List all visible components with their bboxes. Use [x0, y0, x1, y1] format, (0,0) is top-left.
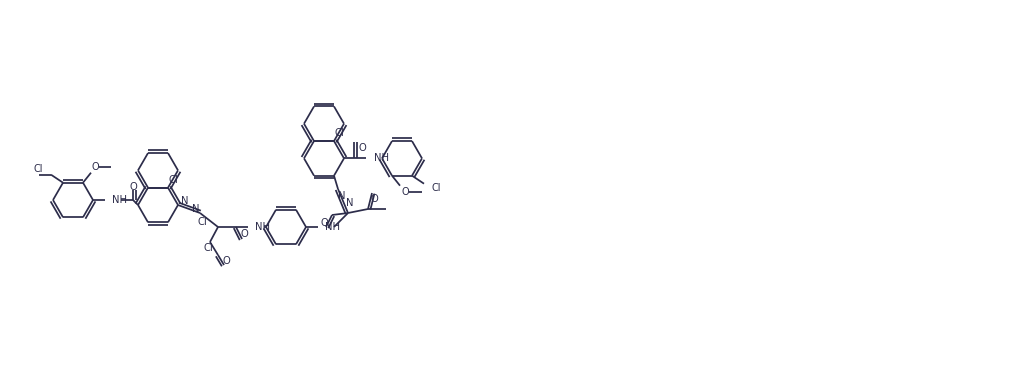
- Text: Cl: Cl: [198, 217, 207, 227]
- Text: O: O: [401, 187, 409, 197]
- Text: Cl: Cl: [168, 175, 178, 185]
- Text: Cl: Cl: [431, 183, 440, 193]
- Text: N: N: [181, 196, 188, 206]
- Text: N: N: [339, 191, 346, 201]
- Text: O: O: [222, 256, 229, 266]
- Text: NH: NH: [374, 153, 389, 163]
- Text: O: O: [320, 218, 328, 228]
- Text: NH: NH: [325, 222, 340, 232]
- Text: Cl: Cl: [334, 128, 344, 138]
- Text: O: O: [358, 143, 366, 153]
- Text: O: O: [240, 229, 248, 239]
- Text: NH: NH: [112, 195, 127, 205]
- Text: NH: NH: [255, 222, 270, 232]
- Text: Cl: Cl: [203, 243, 213, 253]
- Text: O: O: [129, 182, 137, 192]
- Text: N: N: [346, 198, 354, 208]
- Text: O: O: [370, 194, 378, 204]
- Text: N: N: [192, 204, 200, 214]
- Text: O: O: [92, 162, 99, 172]
- Text: Cl: Cl: [34, 164, 43, 174]
